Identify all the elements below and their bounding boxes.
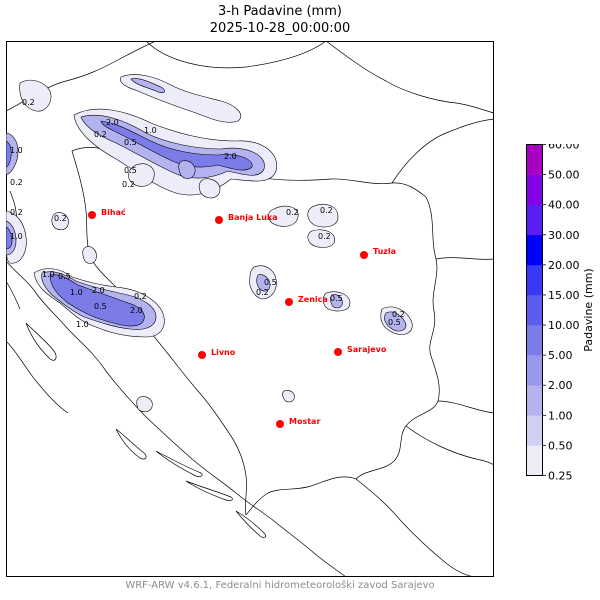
contour-label: 1.0 <box>76 320 89 329</box>
city-marker-tuzla <box>360 251 368 259</box>
contour-label: 1.0 <box>42 270 55 279</box>
contour-label: 0.2 <box>122 180 135 189</box>
colorbar-swatch <box>526 385 543 416</box>
colorbar-swatch <box>526 144 543 175</box>
contour-label: 0.2 <box>10 178 23 187</box>
colorbar-tick-label: 10.00 <box>548 319 580 332</box>
colorbar-swatch <box>526 204 543 236</box>
contour-label: 2.0 <box>130 306 143 315</box>
contour-label: 0.2 <box>320 206 333 215</box>
colorbar-swatch <box>526 325 543 356</box>
colorbar-swatch <box>526 294 543 326</box>
precipitation-shading <box>6 74 413 413</box>
colorbar-swatches <box>526 144 543 476</box>
contour-label: 0.2 <box>286 208 299 217</box>
precip-band-north-3 <box>100 120 253 171</box>
contour-label: 0.5 <box>124 138 137 147</box>
colorbar-border <box>526 144 543 476</box>
colorbar-ticks: 0.25 0.50 1.00 2.00 5.00 10.00 15.00 20.00 30.00… <box>542 144 580 481</box>
contour-label: 0.2 <box>10 208 23 217</box>
contour-labels: 0.2 2.0 0.2 1.0 0.5 2.0 0.5 0.2 1.0 0.2 … <box>10 98 405 329</box>
chart-title: 3-h Padavine (mm) <box>218 4 342 19</box>
colorbar-swatch <box>526 415 543 446</box>
contour-label: 0.2 <box>256 288 269 297</box>
city-label-livno: Livno <box>211 348 236 357</box>
colorbar-tick-label: 2.00 <box>548 379 573 392</box>
chart-datetime: 2025-10-28_00:00:00 <box>209 21 351 36</box>
contour-label: 1.0 <box>10 232 23 241</box>
footer-credit: WRF-ARW v4.6.1, Federalni hidrometeorolo… <box>125 580 435 591</box>
contour-label: 0.5 <box>94 302 107 311</box>
city-markers: Bihać Banja Luka Tuzla Zenica Livno Sara… <box>88 207 396 428</box>
contour-label: 0.2 <box>54 214 67 223</box>
city-label-bihac: Bihać <box>101 207 126 217</box>
contour-label: 0.2 <box>318 232 331 241</box>
city-label-sarajevo: Sarajevo <box>347 345 387 354</box>
city-label-zenica: Zenica <box>298 295 328 304</box>
colorbar-tick-label: 5.00 <box>548 349 573 362</box>
colorbar: 0.25 0.50 1.00 2.00 5.00 10.00 15.00 20.00 30.00… <box>526 144 595 481</box>
contour-label: 0.5 <box>388 318 401 327</box>
contour-label: 0.5 <box>264 278 277 287</box>
contour-label: 1.0 <box>144 126 157 135</box>
colorbar-tick-label: 1.00 <box>548 409 573 422</box>
city-marker-banja-luka <box>215 216 223 224</box>
colorbar-swatch <box>526 174 543 205</box>
city-marker-zenica <box>285 298 293 306</box>
contour-label: 0.5 <box>58 272 71 281</box>
contour-label: 1.0 <box>10 146 23 155</box>
colorbar-tick-label: 40.00 <box>548 199 580 212</box>
colorbar-swatch <box>526 445 543 476</box>
colorbar-tick-label: 50.00 <box>548 169 580 182</box>
contour-label: 0.5 <box>124 166 137 175</box>
city-label-mostar: Mostar <box>289 417 320 426</box>
colorbar-tick-label: 0.50 <box>548 439 573 452</box>
city-marker-mostar <box>276 420 284 428</box>
colorbar-tick-label: 0.25 <box>548 470 573 481</box>
colorbar-swatch <box>526 234 543 266</box>
city-label-banja-luka: Banja Luka <box>228 213 278 222</box>
colorbar-tick-label: 20.00 <box>548 259 580 272</box>
colorbar-swatch <box>526 264 543 296</box>
city-marker-livno <box>198 351 206 359</box>
colorbar-swatch <box>526 355 543 386</box>
contour-label: 2.0 <box>92 286 105 295</box>
colorbar-tick-label: 15.00 <box>548 289 580 302</box>
contour-label: 0.2 <box>94 130 107 139</box>
city-marker-bihac <box>88 211 96 219</box>
city-marker-sarajevo <box>334 348 342 356</box>
colorbar-tick-label: 60.00 <box>548 144 580 152</box>
contour-label: 0.2 <box>22 98 35 107</box>
colorbar-tick-label: 30.00 <box>548 229 580 242</box>
contour-label: 2.0 <box>224 152 237 161</box>
colorbar-label: Padavine (mm) <box>582 268 595 351</box>
contour-label: 2.0 <box>106 118 119 127</box>
contour-label: 0.2 <box>134 292 147 301</box>
contour-label: 0.2 <box>392 310 405 319</box>
map-panel: 0.2 2.0 0.2 1.0 0.5 2.0 0.5 0.2 1.0 0.2 … <box>6 41 494 577</box>
city-label-tuzla: Tuzla <box>373 247 396 256</box>
contour-label: 0.5 <box>330 294 343 303</box>
contour-label: 1.0 <box>70 288 83 297</box>
border-lines <box>6 41 494 577</box>
